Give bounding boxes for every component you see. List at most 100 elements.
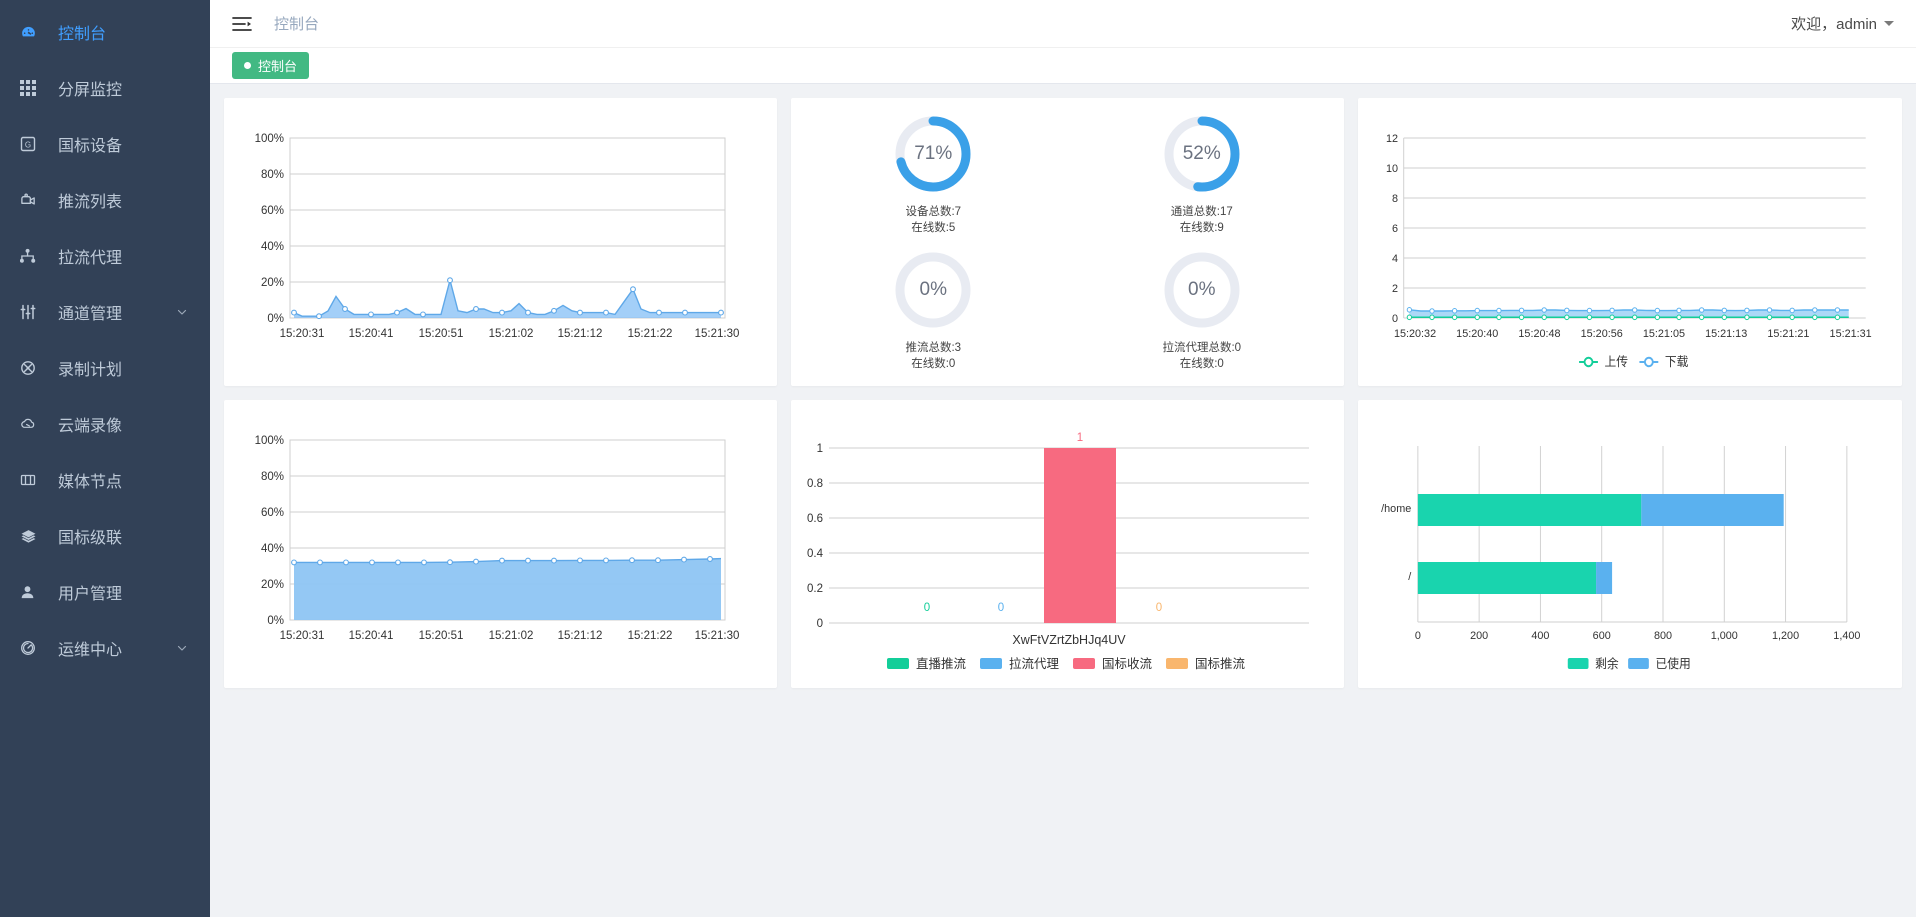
sidebar-item-label: 通道管理 xyxy=(58,306,123,323)
svg-text:400: 400 xyxy=(1531,630,1549,642)
svg-text:800: 800 xyxy=(1654,630,1672,642)
sidebar-item-cloud-record[interactable]: 云端录像 xyxy=(0,396,210,452)
gauge-ring: 0% xyxy=(1159,247,1245,333)
cpu-points xyxy=(291,277,724,320)
sidebar-item-gb-cascade[interactable]: 国标级联 xyxy=(0,508,210,564)
svg-text:15:21:13: 15:21:13 xyxy=(1705,328,1747,340)
gauge-device: 71% 设备总数:7 在线数:5 xyxy=(799,106,1068,242)
legend-download[interactable]: 下载 xyxy=(1639,355,1688,369)
svg-text:15:20:41: 15:20:41 xyxy=(349,630,394,642)
tabbar: 控制台 xyxy=(210,48,1916,84)
disk-grid xyxy=(1417,446,1848,623)
memory-line xyxy=(294,557,722,564)
disk-bar-home-free[interactable] xyxy=(1417,494,1642,526)
legend-gb-receive[interactable]: 国标收流 xyxy=(1073,657,1153,671)
gb-device-icon: G xyxy=(20,134,44,154)
sidebar-item-media-node[interactable]: 媒体节点 xyxy=(0,452,210,508)
channel-gauge-icon xyxy=(1164,116,1240,192)
media-node-icon xyxy=(20,470,44,490)
gauge-percent: 0% xyxy=(919,279,947,301)
legend-gb-push[interactable]: 国标推流 xyxy=(1166,657,1246,671)
sidebar-item-split-monitor[interactable]: 分屏监控 xyxy=(0,60,210,116)
disk-legend[interactable]: 剩余 已使用 xyxy=(1567,656,1691,671)
gauge-percent: 71% xyxy=(914,143,953,165)
svg-text:40%: 40% xyxy=(261,241,284,253)
cpu-area-fill xyxy=(294,280,721,318)
user-menu[interactable]: 欢迎，admin xyxy=(1791,13,1894,34)
network-download-points xyxy=(1406,307,1841,314)
legend-label: 上传 xyxy=(1605,354,1629,369)
disk-bar-root-free[interactable] xyxy=(1417,562,1597,594)
svg-text:15:21:22: 15:21:22 xyxy=(628,630,673,642)
gauge-ring: 52% xyxy=(1159,111,1245,197)
disk-bar-root-used[interactable] xyxy=(1596,562,1613,594)
pull-proxy-icon xyxy=(20,246,44,266)
sidebar-item-label: 用户管理 xyxy=(58,586,123,603)
legend-upload[interactable]: 上传 xyxy=(1579,354,1628,369)
legend-label: 拉流代理 xyxy=(1009,656,1060,671)
sidebar-item-label: 运维中心 xyxy=(58,642,123,659)
gauge-caption-total: 推流总数:3 xyxy=(905,342,962,355)
cpu-y-ticks: 100% 80% 60% 40% 20% 0% xyxy=(255,133,284,325)
stream-y-ticks: 1 0.8 0.6 0.4 0.2 0 xyxy=(807,443,824,630)
sidebar-item-ops-center[interactable]: 运维中心 xyxy=(0,620,210,676)
network-legend[interactable]: 上传 下载 xyxy=(1579,354,1688,369)
svg-text:60%: 60% xyxy=(261,507,284,519)
sidebar-item-user-management[interactable]: 用户管理 xyxy=(0,564,210,620)
sidebar-item-pull-proxy[interactable]: 拉流代理 xyxy=(0,228,210,284)
network-x-ticks: 15:20:32 15:20:40 15:20:48 15:20:56 15:21:… xyxy=(1394,328,1872,340)
legend-label: 国标收流 xyxy=(1102,657,1153,671)
svg-text:0.6: 0.6 xyxy=(807,513,823,525)
bar-label-live-push: 0 xyxy=(924,602,930,614)
memory-chart: 100% 80% 60% 40% 20% 0% xyxy=(255,435,740,642)
gauges-grid: 71% 设备总数:7 在线数:5 xyxy=(799,106,1336,378)
legend-used[interactable]: 已使用 xyxy=(1628,656,1691,671)
gauge-caption-online: 在线数:0 xyxy=(911,358,956,370)
svg-text:20%: 20% xyxy=(261,579,284,591)
svg-text:40%: 40% xyxy=(261,543,284,555)
svg-text:12: 12 xyxy=(1386,133,1398,145)
legend-free[interactable]: 剩余 xyxy=(1567,656,1619,671)
tab-dashboard[interactable]: 控制台 xyxy=(232,52,310,79)
svg-text:80%: 80% xyxy=(261,169,284,181)
welcome-label: 欢迎，admin xyxy=(1791,16,1877,33)
gauge-ring: 0% xyxy=(890,247,976,333)
svg-text:15:20:56: 15:20:56 xyxy=(1581,328,1623,340)
disk-category-home: /home xyxy=(1381,503,1411,515)
dashboard-row-2: 100% 80% 60% 40% 20% 0% xyxy=(224,400,1902,688)
gauge-caption: 推流总数:3 在线数:0 xyxy=(905,341,961,372)
sidebar-item-dashboard[interactable]: 控制台 xyxy=(0,4,210,60)
device-gauge-icon xyxy=(895,116,971,192)
svg-text:15:21:05: 15:21:05 xyxy=(1643,328,1685,340)
svg-text:15:21:30: 15:21:30 xyxy=(695,328,740,340)
legend-label: 直播推流 xyxy=(916,657,967,671)
disk-x-ticks: 0 200 400 600 800 1,000 1,200 1,400 xyxy=(1415,630,1861,642)
svg-text:15:21:02: 15:21:02 xyxy=(489,328,534,340)
legend-pull-proxy[interactable]: 拉流代理 xyxy=(980,656,1060,671)
gauge-caption: 设备总数:7 在线数:5 xyxy=(905,205,961,236)
sidebar-item-channel-management[interactable]: 通道管理 xyxy=(0,284,210,340)
svg-text:200: 200 xyxy=(1470,630,1488,642)
gauge-caption-online: 在线数:0 xyxy=(1179,358,1224,370)
memory-chart-card: 100% 80% 60% 40% 20% 0% xyxy=(224,400,777,688)
sidebar-item-record-plan[interactable]: 录制计划 xyxy=(0,340,210,396)
legend-label: 已使用 xyxy=(1655,656,1690,671)
bar-gb-receive[interactable] xyxy=(1044,448,1116,623)
ops-center-icon xyxy=(20,638,44,658)
hamburger-collapse-icon[interactable] xyxy=(232,16,252,32)
chevron-down-icon xyxy=(1884,21,1894,26)
svg-text:1: 1 xyxy=(817,443,823,455)
stream-legend[interactable]: 直播推流 拉流代理 国标收流 xyxy=(887,656,1246,671)
breadcrumb: 控制台 xyxy=(274,16,320,33)
legend-label: 下载 xyxy=(1665,355,1689,369)
cloud-record-icon xyxy=(20,414,44,434)
user-icon xyxy=(20,582,44,602)
sidebar-item-gb-device[interactable]: G 国标设备 xyxy=(0,116,210,172)
disk-bar-home-used[interactable] xyxy=(1641,494,1784,526)
legend-live-push[interactable]: 直播推流 xyxy=(887,657,967,671)
network-grid xyxy=(1403,137,1866,319)
sidebar-item-push-stream-list[interactable]: 推流列表 xyxy=(0,172,210,228)
gauge-caption-total: 拉流代理总数:0 xyxy=(1162,342,1242,355)
push-stream-icon xyxy=(20,190,44,210)
